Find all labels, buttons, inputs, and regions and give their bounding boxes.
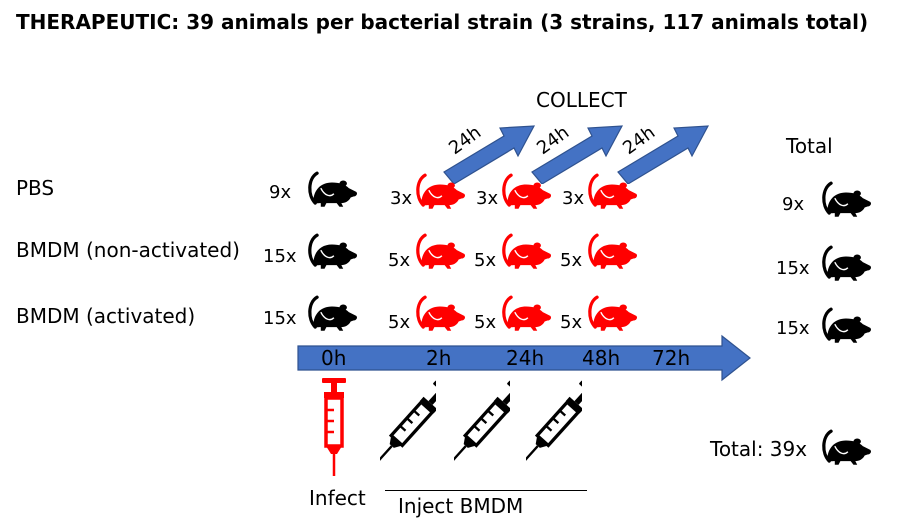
timepoint-label: 24h [506,346,545,370]
mouse-icon [818,306,874,346]
group-label-bmdm-activated: BMDM (activated) [16,304,196,328]
infected-mouse-icon [584,294,640,334]
inject-bracket-line [385,490,587,491]
mouse-icon [304,294,360,334]
bmdm-syringe-icon [526,378,582,478]
infected-mouse-icon [498,232,554,272]
mouse-icon [818,180,874,220]
timepoint-count: 5x [388,250,411,271]
total-count: 15x [776,258,810,279]
timepoint-label: 2h [426,346,452,370]
group-count: 15x [263,308,297,329]
timepoint-count: 5x [474,312,497,333]
mouse-icon [818,244,874,284]
total-header: Total [786,134,833,158]
timepoint-count: 3x [476,188,499,209]
infected-mouse-icon [498,294,554,334]
timepoint-label: 48h [582,346,621,370]
bmdm-syringe-icon [454,378,510,478]
timepoint-count: 5x [560,312,583,333]
timeline-arrow-icon [297,334,751,382]
infected-mouse-icon [584,172,640,212]
infected-mouse-icon [412,232,468,272]
collect-label: COLLECT [536,88,627,112]
diagram-title: THERAPEUTIC: 39 animals per bacterial st… [16,10,869,34]
group-label-pbs: PBS [16,176,55,200]
mouse-icon [304,170,360,210]
infected-mouse-icon [584,232,640,272]
mouse-icon [818,428,874,468]
total-count: 9x [782,194,805,215]
inject-label: Inject BMDM [398,494,524,518]
timepoint-count: 5x [474,250,497,271]
timepoint-count: 3x [390,188,413,209]
group-count: 15x [263,246,297,267]
infected-mouse-icon [412,172,468,212]
timepoint-count: 3x [562,188,585,209]
infect-syringe-icon [320,376,348,478]
grand-total-label: Total: 39x [710,437,808,461]
bmdm-syringe-icon [380,378,436,478]
timepoint-label: 72h [652,346,691,370]
infected-mouse-icon [412,294,468,334]
group-count: 9x [269,182,292,203]
total-count: 15x [776,318,810,339]
timepoint-count: 5x [388,312,411,333]
group-label-bmdm-non-activated: BMDM (non-activated) [16,238,240,262]
mouse-icon [304,232,360,272]
infect-label: Infect [309,486,366,510]
infected-mouse-icon [498,172,554,212]
timepoint-label: 0h [321,346,347,370]
timepoint-count: 5x [560,250,583,271]
